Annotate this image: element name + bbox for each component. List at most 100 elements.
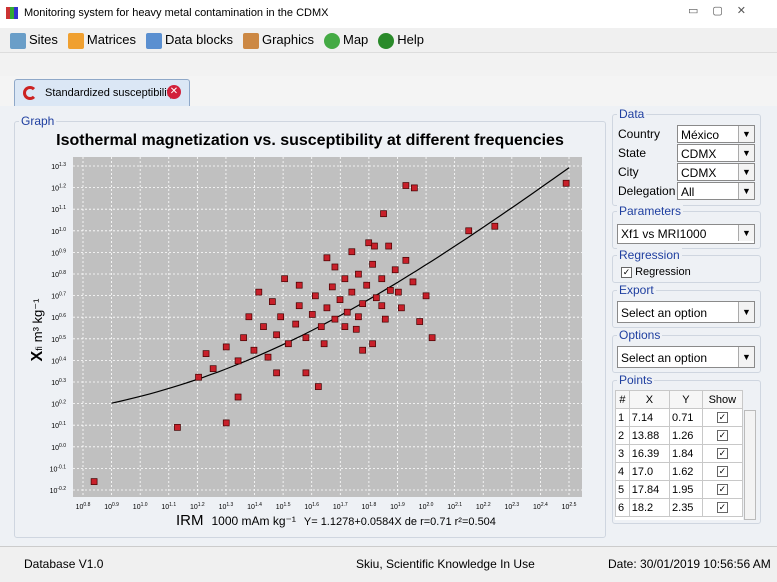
table-cell: 1.84	[669, 444, 703, 463]
table-cell: 1.95	[669, 480, 703, 499]
checkbox[interactable]: ✓	[716, 484, 728, 496]
title-bar: Monitoring system for heavy metal contam…	[0, 0, 777, 29]
toolbar	[0, 52, 777, 78]
checkbox[interactable]: ✓	[716, 502, 728, 514]
menu-item[interactable]: Help	[378, 28, 424, 52]
table-row: 3 16.39 1.84 ✓	[615, 444, 743, 463]
window-controls[interactable]: ▭▢✕	[688, 5, 761, 17]
parameters-panel: Parameters Xf1 vs MRI1000 ▼	[612, 204, 761, 249]
dropdown[interactable]: CDMX ▼	[677, 144, 755, 162]
show-cell: ✓	[701, 444, 743, 463]
dropdown-value: CDMX	[681, 147, 717, 161]
column-header: Y	[669, 390, 703, 409]
show-cell: ✓	[701, 426, 743, 445]
status-right: Date: 30/01/2019 10:56:56 AM	[608, 557, 771, 571]
options-panel: Options Select an option ▼	[612, 328, 761, 373]
menu-icon	[378, 32, 395, 49]
graph-panel: Graph	[14, 114, 606, 538]
menu-item[interactable]: Data blocks	[146, 28, 233, 52]
points-panel: Points # X Y Show 1 7.14 0.71 ✓ 2 13.88 1.26 ✓ 3 16.3…	[612, 373, 761, 524]
dropdown-arrow: ▼	[738, 183, 754, 199]
field-label: Country	[618, 127, 661, 141]
dropdown[interactable]: Xf1 vs MRI1000 ▼	[617, 224, 755, 244]
data-panel: Data Country México ▼ State CDMX ▼ City CDMX ▼ Del…	[612, 107, 761, 206]
menu-icon	[323, 32, 340, 49]
graph-legend: Graph	[19, 114, 57, 128]
checkbox[interactable]: ✓ Regression	[621, 266, 691, 278]
panel-legend: Options	[617, 328, 663, 342]
regression-panel: Regression ✓ Regression	[612, 248, 761, 283]
table-cell: 1	[615, 408, 630, 427]
table-cell: 4	[615, 462, 630, 481]
status-center: Skiu, Scientific Knowledge In Use	[356, 557, 535, 571]
dropdown-arrow: ▼	[738, 145, 754, 161]
table-row: 1 7.14 0.71 ✓	[615, 408, 743, 427]
tab-close[interactable]: ✕	[167, 85, 181, 99]
menu-label: Graphics	[261, 32, 314, 47]
dropdown-value: Select an option	[621, 351, 708, 365]
window-title: Monitoring system for heavy metal contam…	[24, 7, 329, 19]
column-header: Show	[701, 390, 743, 409]
menu-item[interactable]: Map	[323, 28, 369, 52]
checkbox[interactable]: ✓	[716, 430, 728, 442]
show-cell: ✓	[701, 498, 743, 517]
dropdown-value: Select an option	[621, 306, 708, 320]
dropdown[interactable]: All ▼	[677, 182, 755, 200]
table-cell: 3	[615, 444, 630, 463]
menu-item[interactable]: Graphics	[242, 28, 314, 52]
tab-label: Standardized susceptibility	[45, 87, 176, 99]
table-cell: 0.71	[669, 408, 703, 427]
menu-item[interactable]: Sites	[10, 28, 58, 52]
table-cell: 6	[615, 498, 630, 517]
dropdown-value: All	[681, 185, 695, 199]
menu-item[interactable]: Matrices	[67, 28, 136, 52]
table-cell: 1.62	[669, 462, 703, 481]
table-cell: 2.35	[669, 498, 703, 517]
menu-label: Map	[342, 32, 369, 47]
field-label: City	[618, 165, 639, 179]
menu-icon	[242, 32, 259, 49]
panel-legend: Data	[617, 107, 647, 121]
checkbox[interactable]: ✓	[716, 412, 728, 424]
export-panel: Export Select an option ▼	[612, 283, 761, 328]
dropdown[interactable]: Select an option ▼	[617, 346, 755, 368]
menu-icon	[146, 32, 163, 49]
show-cell: ✓	[701, 408, 743, 427]
show-cell: ✓	[701, 480, 743, 499]
checkbox-label: Regression	[635, 266, 691, 278]
tab-icon	[23, 86, 37, 100]
panel-legend: Export	[617, 283, 656, 297]
table-cell: 13.88	[628, 426, 671, 445]
panel-legend: Parameters	[617, 204, 684, 218]
column-header: #	[615, 390, 630, 409]
dropdown[interactable]: México ▼	[677, 125, 755, 143]
dropdown-value: México	[681, 128, 720, 142]
column-header: X	[628, 390, 671, 409]
table-row: 4 17.0 1.62 ✓	[615, 462, 743, 481]
checkbox[interactable]: ✓	[716, 466, 728, 478]
dropdown[interactable]: CDMX ▼	[677, 163, 755, 181]
field-label: State	[618, 146, 647, 160]
app-icon	[6, 7, 18, 19]
points-table-wrap: # X Y Show 1 7.14 0.71 ✓ 2 13.88 1.26 ✓ 3 16.39 1.84 ✓ 4…	[615, 390, 743, 520]
scrollbar[interactable]	[744, 410, 756, 520]
table-cell: 1.26	[669, 426, 703, 445]
menu-icon	[10, 32, 26, 49]
panel-legend: Regression	[617, 248, 682, 262]
table-cell: 5	[615, 480, 630, 499]
table-header: # X Y Show	[615, 390, 743, 409]
table-cell: 17.0	[628, 462, 671, 481]
table-cell: 16.39	[628, 444, 671, 463]
menu-label: Data blocks	[165, 32, 233, 47]
status-bar: Database V1.0 Skiu, Scientific Knowledge…	[0, 546, 777, 582]
status-left: Database V1.0	[24, 557, 104, 571]
dropdown[interactable]: Select an option ▼	[617, 301, 755, 323]
dropdown-arrow: ▼	[738, 164, 754, 180]
checkbox[interactable]: ✓	[716, 448, 728, 460]
table-cell: 18.2	[628, 498, 671, 517]
menu-bar: Sites Matrices Data blocks Graphics Map Help	[0, 28, 777, 52]
tab[interactable]: Standardized susceptibility ✕	[14, 79, 190, 107]
menu-icon	[67, 32, 84, 49]
menu-label: Help	[397, 32, 425, 47]
